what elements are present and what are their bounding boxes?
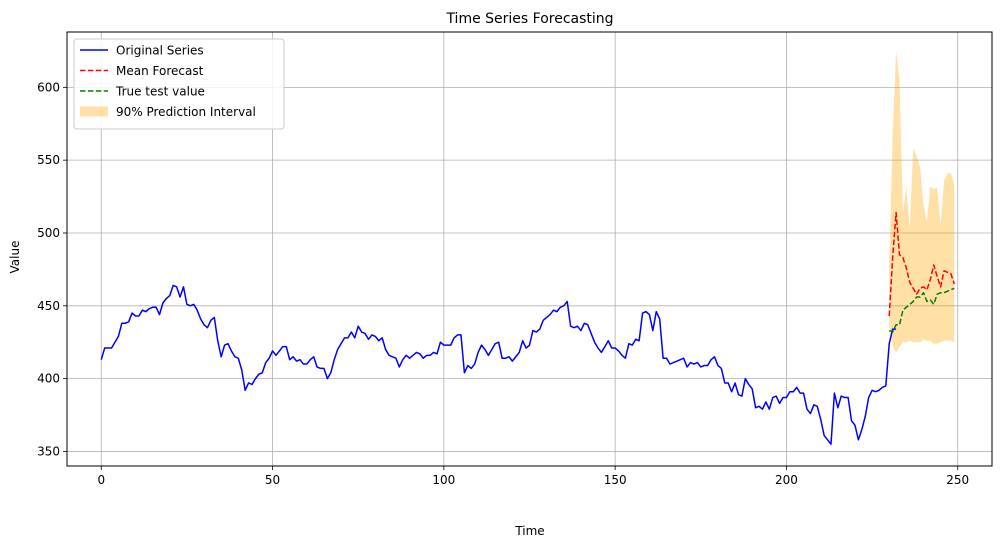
x-tick-label: 250 xyxy=(946,473,969,487)
y-axis-label: Value xyxy=(8,241,22,274)
series-layer xyxy=(100,211,956,445)
legend-label-original-series: Original Series xyxy=(116,44,204,58)
y-tick-label: 600 xyxy=(37,80,60,94)
prediction-interval-band xyxy=(889,50,955,353)
x-tick-label: 100 xyxy=(432,473,455,487)
y-tick-label: 550 xyxy=(37,153,60,167)
x-axis-label: Time xyxy=(514,524,544,538)
y-tick-label: 400 xyxy=(37,372,60,386)
mean-forecast-line xyxy=(888,211,956,317)
original-series-line xyxy=(100,284,897,445)
x-tick-label: 50 xyxy=(265,473,280,487)
y-tick-label: 350 xyxy=(37,444,60,458)
legend-label-mean-forecast: Mean Forecast xyxy=(116,64,204,78)
legend-label-true-test-value: True test value xyxy=(115,85,205,99)
legend-label-90-prediction-interval: 90% Prediction Interval xyxy=(116,105,256,119)
true-test-value-line xyxy=(888,287,955,333)
legend: Original Series Mean Forecast True test va… xyxy=(73,38,285,130)
x-tick-label: 150 xyxy=(604,473,627,487)
x-tick-label: 0 xyxy=(97,473,105,487)
chart-title: Time Series Forecasting xyxy=(445,11,613,27)
legend-swatch-90-prediction-interval xyxy=(80,106,108,117)
ticks: 0 50 100 150 200 250 350 400 450 500 550 600 xyxy=(37,80,969,487)
y-tick-label: 450 xyxy=(37,299,60,313)
grid xyxy=(67,32,992,466)
plot-frame xyxy=(66,31,993,467)
x-tick-label: 200 xyxy=(775,473,798,487)
prediction-interval-layer xyxy=(889,50,955,353)
y-tick-label: 500 xyxy=(37,226,60,240)
legend-box xyxy=(73,38,285,130)
